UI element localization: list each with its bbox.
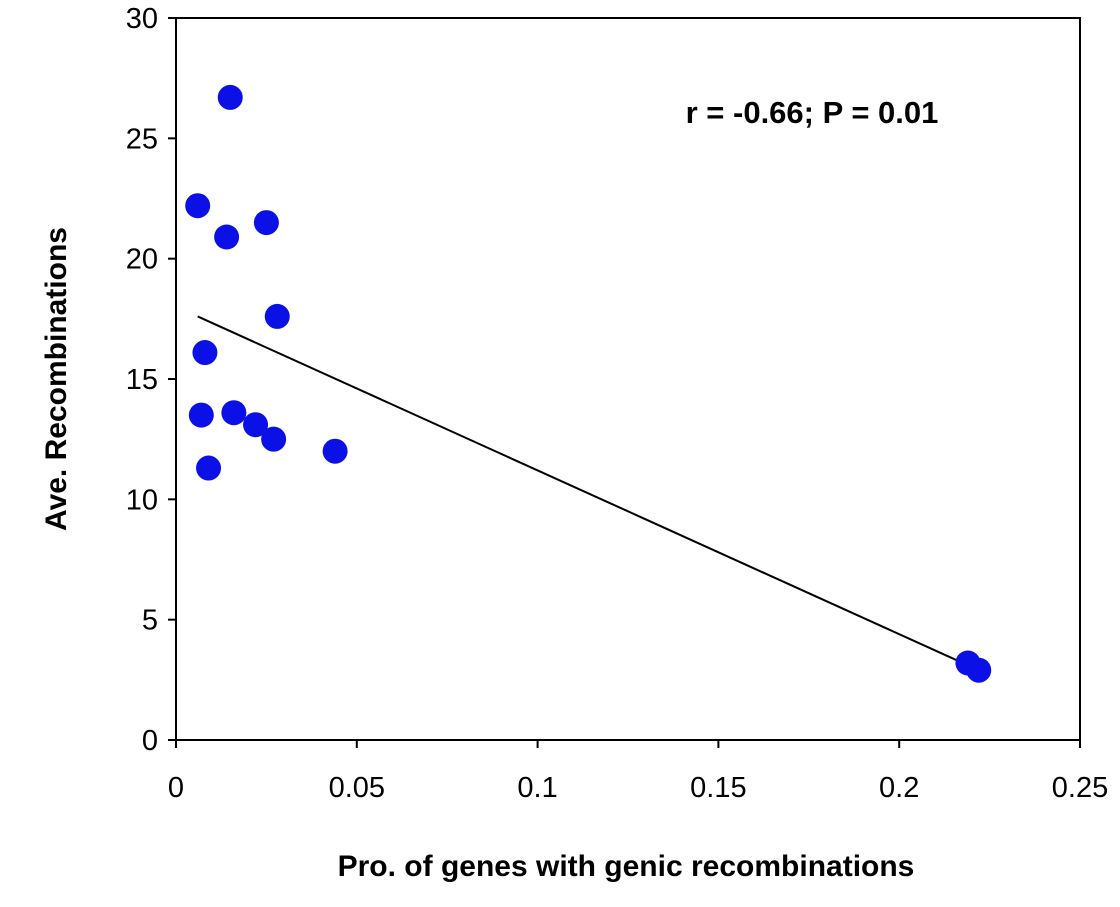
data-point <box>188 402 214 428</box>
x-axis-title: Pro. of genes with genic recombinations <box>338 850 915 883</box>
data-point <box>253 210 279 236</box>
data-point <box>322 438 348 464</box>
x-tick-label: 0.2 <box>879 772 919 804</box>
x-tick-label: 0.05 <box>329 772 385 804</box>
y-axis-tick-labels: 0 5 10 15 20 25 30 <box>126 3 158 757</box>
data-point <box>243 412 269 438</box>
x-tick-label: 0.15 <box>690 772 746 804</box>
x-tick-label: 0 <box>168 772 184 804</box>
x-axis-tick-labels: 0 0.05 0.1 0.15 0.2 0.25 <box>168 772 1108 804</box>
x-tick-label: 0.25 <box>1052 772 1108 804</box>
y-tick-label: 30 <box>126 3 158 35</box>
y-tick-label: 10 <box>126 484 158 516</box>
y-tick-label: 20 <box>126 244 158 276</box>
data-point <box>264 303 290 329</box>
data-point <box>214 224 240 250</box>
y-tick-label: 25 <box>126 123 158 155</box>
data-point <box>966 657 992 683</box>
y-axis-ticks <box>168 17 176 741</box>
x-tick-label: 0.1 <box>517 772 557 804</box>
correlation-annotation: r = -0.66; P = 0.01 <box>686 95 939 130</box>
trend-line <box>197 315 980 672</box>
data-point <box>196 455 222 481</box>
x-axis-ticks <box>175 740 1081 748</box>
data-point <box>217 84 243 110</box>
data-point <box>221 400 247 426</box>
y-tick-label: 0 <box>142 725 158 757</box>
data-point <box>192 340 218 366</box>
data-points <box>185 84 992 683</box>
y-axis-title: Ave. Recombinations <box>40 227 73 531</box>
y-tick-label: 5 <box>142 605 158 637</box>
data-point <box>261 426 287 452</box>
data-point <box>185 193 211 219</box>
y-tick-label: 15 <box>126 364 158 396</box>
plot-frame <box>175 17 1081 741</box>
